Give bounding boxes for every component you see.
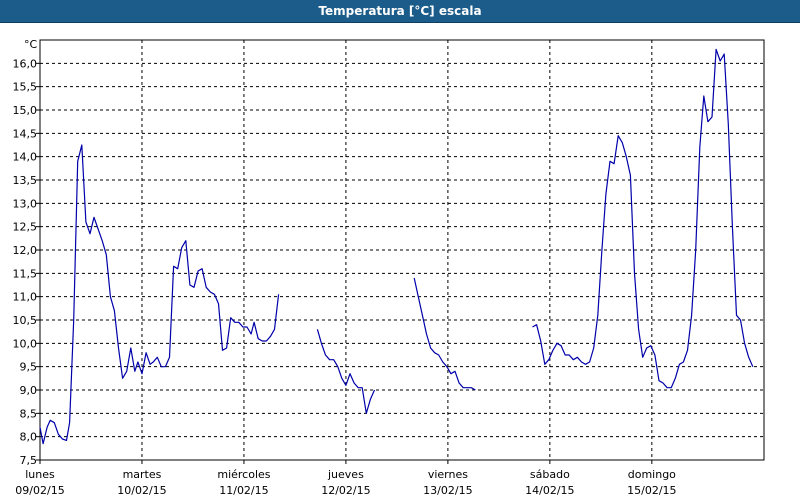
chart-title: Temperatura [°C] escala bbox=[318, 4, 482, 18]
temperature-line-segment bbox=[532, 48, 754, 389]
x-tick-day: viernes bbox=[428, 468, 468, 481]
y-tick-label: 13,5 bbox=[13, 174, 38, 187]
y-tick-label: 11,5 bbox=[13, 267, 38, 280]
y-tick-label: 14,0 bbox=[13, 151, 38, 164]
y-tick-label: 8,5 bbox=[20, 407, 38, 420]
x-tick-day: martes bbox=[123, 468, 162, 481]
x-tick-date: 11/02/15 bbox=[219, 484, 268, 497]
y-tick-label: 13,0 bbox=[13, 197, 38, 210]
y-tick-label: 8,0 bbox=[20, 431, 38, 444]
y-tick-label: 9,0 bbox=[20, 384, 38, 397]
y-tick-label: 9,5 bbox=[20, 361, 38, 374]
y-tick-label: 16,0 bbox=[13, 57, 38, 70]
y-axis-unit: °C bbox=[24, 38, 38, 51]
x-tick-day: sábado bbox=[530, 468, 570, 481]
chart-title-bar: Temperatura [°C] escala bbox=[0, 0, 800, 23]
y-tick-label: 12,0 bbox=[13, 244, 38, 257]
x-tick-day: lunes bbox=[25, 468, 55, 481]
temperature-series bbox=[39, 48, 754, 445]
x-tick-day: domingo bbox=[628, 468, 676, 481]
x-axis: lunes 09/02/15 martes 10/02/15 miércoles 11/0… bbox=[15, 460, 677, 497]
y-tick-label: 12,5 bbox=[13, 221, 38, 234]
x-tick-day: jueves bbox=[327, 468, 364, 481]
x-tick-day: miércoles bbox=[217, 468, 270, 481]
grid bbox=[40, 40, 764, 460]
y-tick-label: 15,5 bbox=[13, 81, 38, 94]
x-tick-date: 12/02/15 bbox=[321, 484, 370, 497]
y-axis: 7,5 8,0 8,5 9,0 9,5 10,0 10,5 11,0 11,5 12,0 12,5 1… bbox=[13, 57, 40, 467]
y-tick-label: 10,0 bbox=[13, 337, 38, 350]
temperature-line-segment bbox=[316, 329, 376, 414]
temperature-line-segment bbox=[413, 277, 476, 391]
temperature-line-segment bbox=[39, 144, 280, 445]
x-tick-date: 14/02/15 bbox=[525, 484, 574, 497]
x-tick-date: 09/02/15 bbox=[15, 484, 64, 497]
y-tick-label: 14,5 bbox=[13, 127, 38, 140]
x-tick-date: 15/02/15 bbox=[627, 484, 676, 497]
x-tick-date: 13/02/15 bbox=[423, 484, 472, 497]
y-tick-label: 7,5 bbox=[20, 454, 38, 467]
x-tick-date: 10/02/15 bbox=[117, 484, 166, 497]
y-tick-label: 10,5 bbox=[13, 314, 38, 327]
y-tick-label: 15,0 bbox=[13, 104, 38, 117]
y-tick-label: 11,0 bbox=[13, 291, 38, 304]
